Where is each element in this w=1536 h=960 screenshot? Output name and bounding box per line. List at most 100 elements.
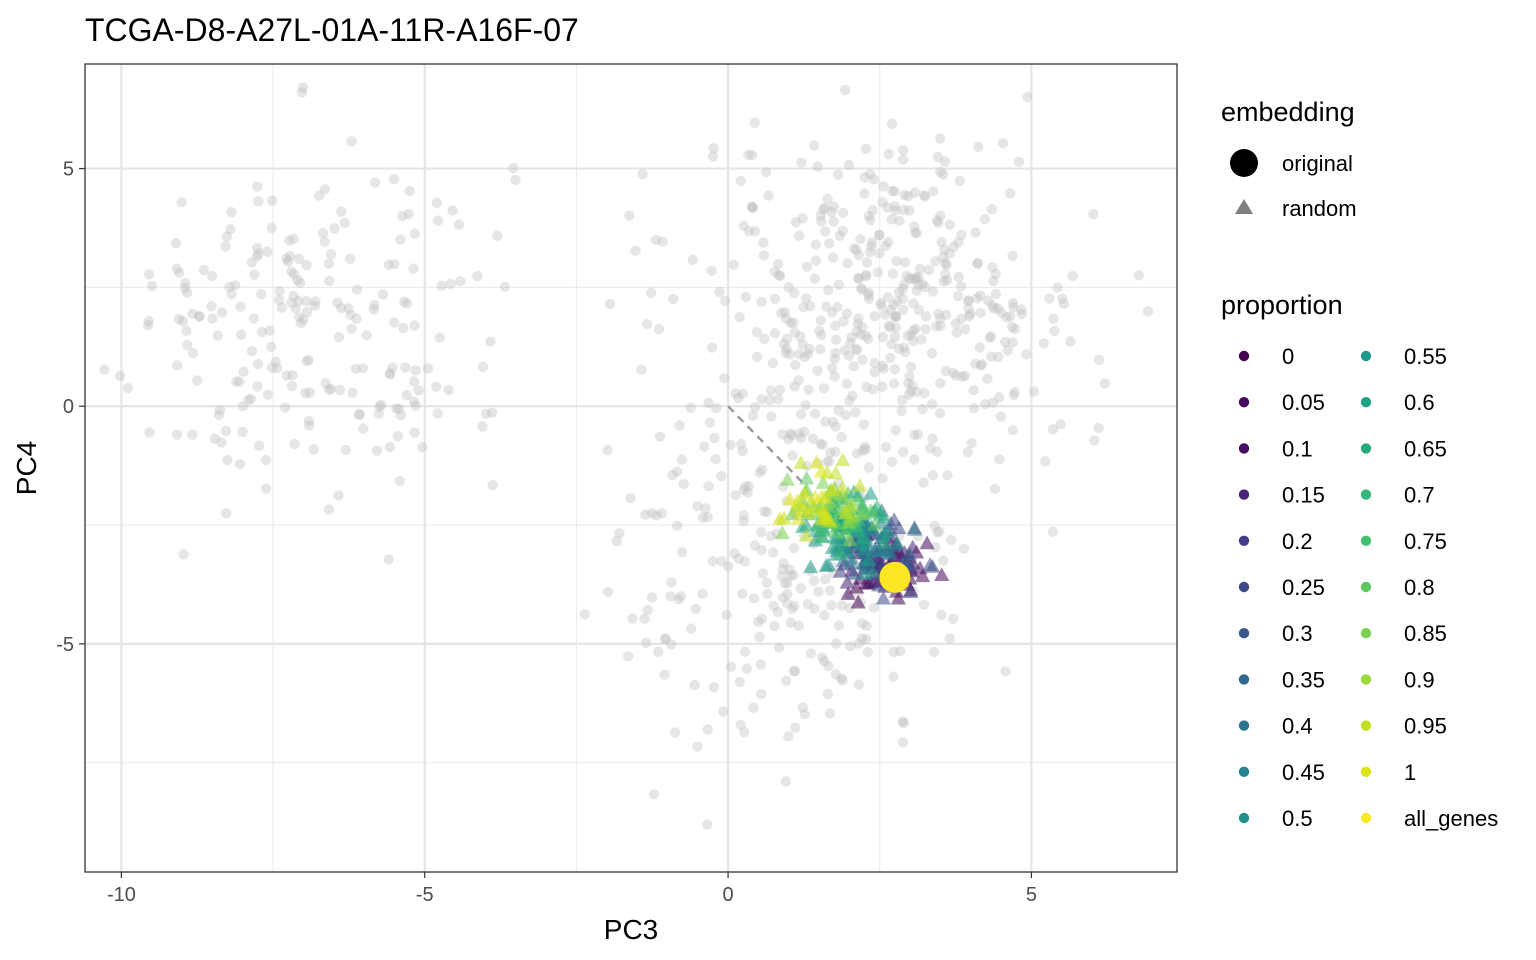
- background-point: [784, 349, 796, 360]
- background-point: [1016, 304, 1027, 315]
- background-point: [859, 172, 870, 183]
- background-point: [747, 202, 759, 213]
- background-point: [99, 364, 110, 375]
- background-point: [262, 246, 273, 257]
- random-point: [876, 542, 892, 557]
- background-point: [323, 384, 335, 395]
- segment-line: [727, 405, 808, 488]
- random-point: [889, 535, 906, 550]
- background-point: [809, 408, 821, 420]
- background-point: [785, 428, 796, 439]
- background-point: [1009, 386, 1020, 398]
- background-point: [939, 156, 951, 167]
- background-point: [689, 679, 700, 691]
- background-point: [976, 359, 988, 370]
- background-point: [773, 269, 785, 281]
- background-point: [673, 593, 684, 605]
- background-point: [351, 284, 363, 295]
- background-point: [187, 308, 198, 320]
- random-point: [850, 594, 866, 609]
- background-point: [1028, 386, 1040, 397]
- background-point: [780, 347, 792, 359]
- background-point: [657, 236, 668, 247]
- background-point: [678, 478, 689, 490]
- background-point: [651, 510, 662, 521]
- background-point: [788, 666, 800, 677]
- background-point: [289, 438, 300, 450]
- background-point: [800, 293, 812, 304]
- background-point: [842, 257, 853, 269]
- background-point: [143, 315, 155, 327]
- background-point: [180, 277, 191, 289]
- background-point: [636, 364, 647, 376]
- background-point: [890, 310, 901, 322]
- background-point: [304, 387, 316, 398]
- background-point: [739, 646, 751, 657]
- background-point: [788, 317, 799, 328]
- x-tick-label: -10: [107, 884, 136, 906]
- background-point: [926, 347, 938, 359]
- background-point: [653, 646, 664, 657]
- background-point: [270, 356, 281, 367]
- background-point: [944, 219, 956, 230]
- x-tick-label: 0: [723, 884, 734, 906]
- background-point: [793, 620, 804, 632]
- background-point: [343, 303, 354, 314]
- background-point: [826, 206, 837, 218]
- background-point: [403, 208, 414, 220]
- background-point: [909, 187, 921, 198]
- background-point: [1093, 422, 1104, 434]
- background-point: [861, 257, 873, 268]
- background-point: [926, 398, 938, 410]
- background-point: [985, 331, 997, 342]
- background-point: [971, 293, 983, 304]
- background-point: [890, 425, 901, 436]
- background-point: [344, 253, 356, 264]
- background-point: [340, 444, 352, 456]
- background-point: [690, 603, 701, 615]
- background-point: [818, 204, 829, 215]
- background-point: [648, 788, 660, 800]
- background-point: [1008, 301, 1019, 313]
- background-point: [329, 223, 340, 234]
- background-point: [288, 233, 299, 245]
- background-point: [864, 246, 876, 258]
- background-point: [266, 222, 277, 234]
- background-point: [874, 229, 885, 241]
- background-point: [927, 469, 939, 481]
- background-point: [900, 346, 911, 358]
- random-point: [844, 497, 860, 512]
- background-point: [392, 431, 404, 442]
- background-point: [756, 296, 767, 308]
- background-point: [954, 175, 965, 187]
- background-point: [996, 307, 1007, 318]
- background-point: [293, 253, 305, 265]
- background-point: [252, 181, 263, 192]
- background-point: [851, 448, 863, 459]
- background-point: [795, 432, 807, 444]
- background-point: [859, 188, 870, 199]
- background-point: [833, 620, 845, 631]
- background-point: [1001, 312, 1012, 323]
- background-point: [187, 347, 199, 359]
- background-point: [805, 648, 817, 659]
- background-point: [827, 416, 838, 428]
- background-point: [485, 336, 496, 347]
- background-point: [962, 446, 973, 458]
- background-point: [794, 428, 805, 439]
- background-point: [805, 300, 816, 312]
- background-point: [402, 298, 413, 309]
- background-point: [699, 441, 710, 452]
- random-point: [813, 463, 829, 478]
- background-point: [884, 322, 896, 333]
- random-point: [902, 584, 919, 599]
- background-point: [830, 446, 841, 457]
- background-point: [697, 512, 709, 523]
- background-point: [276, 302, 288, 313]
- background-point: [296, 87, 308, 98]
- random-point: [799, 470, 815, 485]
- background-point: [899, 257, 911, 268]
- background-point: [720, 295, 731, 307]
- background-point: [491, 230, 503, 241]
- background-point: [788, 542, 800, 554]
